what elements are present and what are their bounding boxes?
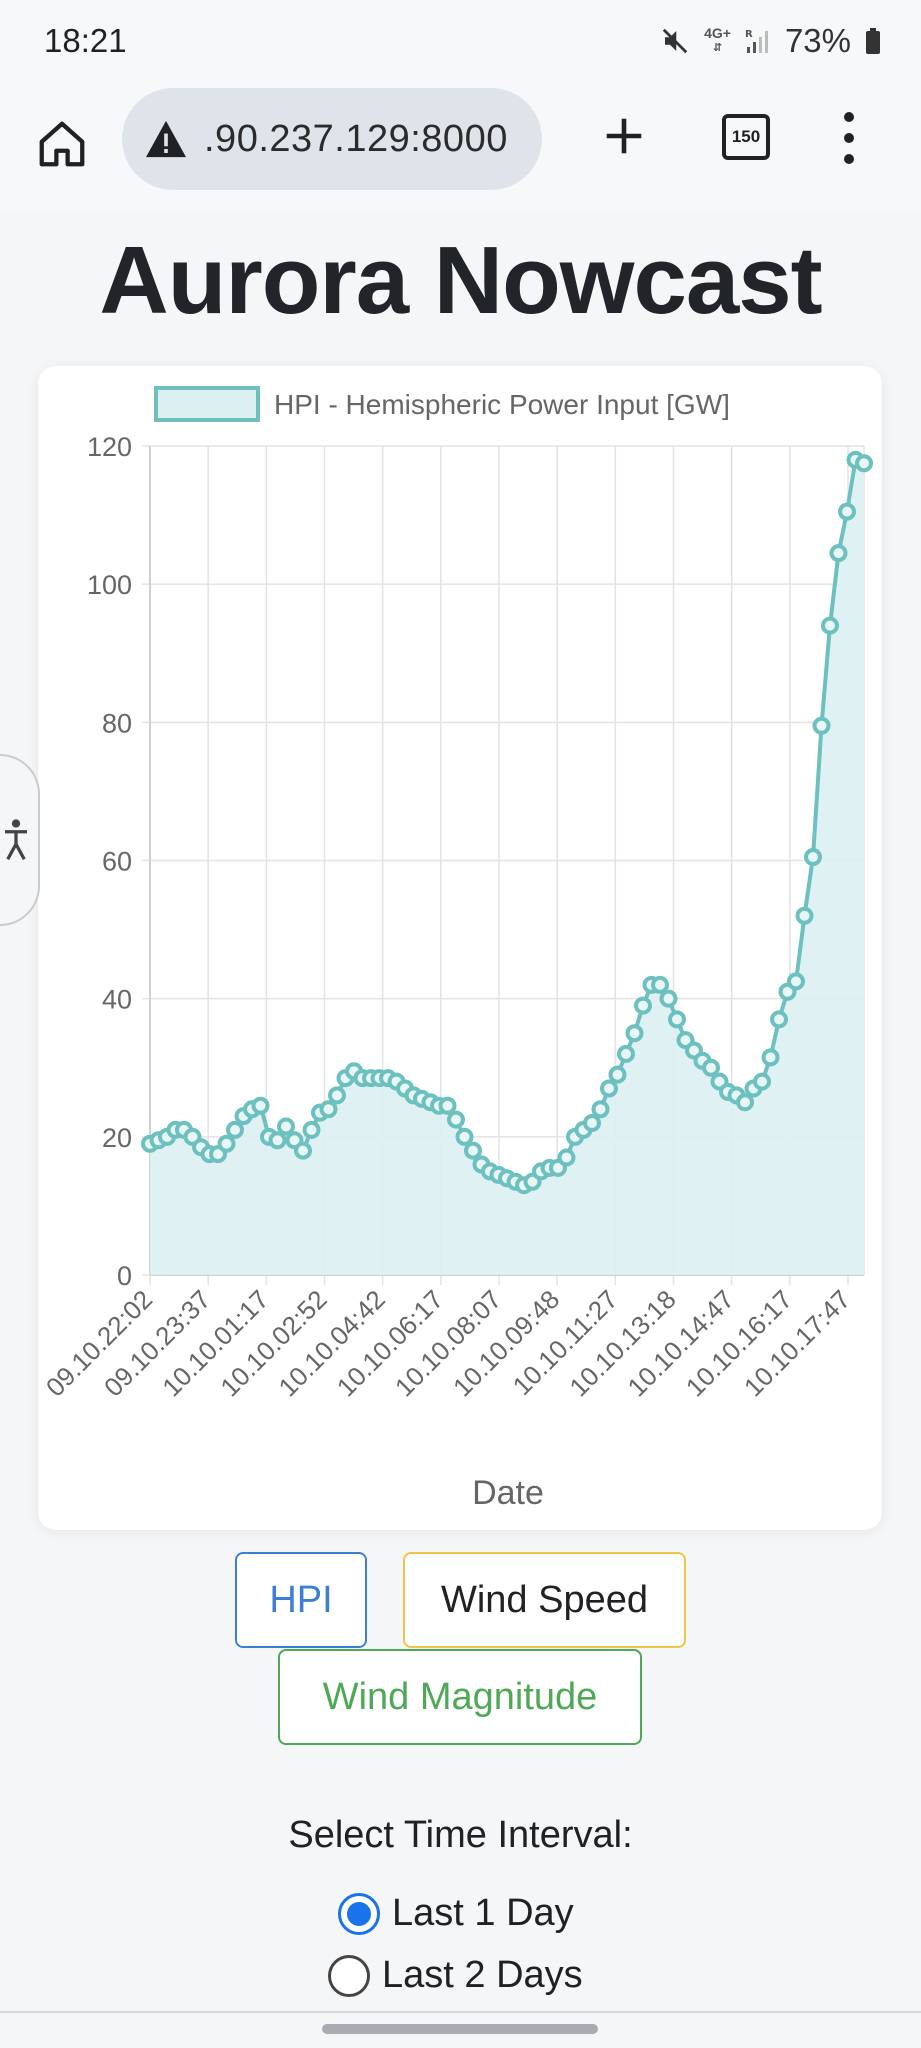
radio-label: Last 2 Days <box>382 1954 583 1996</box>
home-icon <box>39 121 85 167</box>
y-tick-label: 40 <box>102 985 132 1015</box>
page-title: Aurora Nowcast <box>99 227 822 334</box>
tab-count: 150 <box>731 127 761 146</box>
data-point <box>838 502 856 521</box>
network-type: 4G+ <box>704 25 731 41</box>
data-point <box>821 616 839 635</box>
chart-card: 0 20 40 60 80 100 120 09.10.22:02 09.10.23:37 10.… <box>38 366 882 1530</box>
data-point <box>600 1079 618 1098</box>
data-point <box>251 1096 270 1115</box>
battery-icon <box>866 28 880 54</box>
roaming-letter: R <box>745 29 753 40</box>
series-area <box>150 459 864 1275</box>
data-point <box>268 1131 287 1150</box>
data-point <box>617 1044 635 1063</box>
radio-button[interactable] <box>328 1954 370 1997</box>
data-point <box>855 454 873 473</box>
data-point <box>302 1120 321 1139</box>
data-point <box>319 1100 338 1119</box>
data-point <box>795 906 814 925</box>
data-point <box>447 1110 465 1129</box>
y-tick-label: 20 <box>102 1123 132 1153</box>
legend-swatch <box>154 386 260 422</box>
hpi-button[interactable]: HPI <box>235 1552 367 1648</box>
y-tick-label: 120 <box>87 432 132 462</box>
data-point <box>217 1134 236 1153</box>
data-point <box>770 1010 788 1029</box>
radio-button-checked[interactable] <box>338 1892 380 1935</box>
battery-percent: 73% <box>784 22 851 59</box>
data-point <box>651 975 669 994</box>
mute-icon <box>662 28 688 54</box>
data-point <box>464 1141 482 1160</box>
gesture-handle[interactable] <box>322 2024 598 2034</box>
radio-label: Last 1 Day <box>392 1892 574 1934</box>
wind-magnitude-button[interactable]: Wind Magnitude <box>278 1649 642 1745</box>
data-point <box>226 1120 244 1139</box>
new-tab-button[interactable] <box>594 106 654 166</box>
radio-last-1-day[interactable]: Last 1 Day <box>338 1892 574 1935</box>
accessibility-tab[interactable] <box>0 754 40 926</box>
data-point <box>591 1100 610 1119</box>
hpi-chart: 02040608010012009.10.22:0209.10.23:3710.… <box>40 386 873 1512</box>
browser-toolbar: .90.237.129:8000 150 <box>0 84 921 212</box>
y-tick-label: 60 <box>102 847 132 877</box>
status-icons: 4G+ ⇵ R 73% <box>660 22 881 60</box>
legend-label: HPI - Hemispheric Power Input [GW] <box>274 389 730 420</box>
data-point <box>438 1096 457 1115</box>
y-tick-label: 80 <box>102 708 132 738</box>
x-axis-title: Date <box>472 1474 544 1512</box>
address-bar[interactable]: .90.237.129:8000 <box>122 88 542 190</box>
accessibility-icon <box>5 819 27 861</box>
data-point <box>812 716 831 735</box>
home-button[interactable] <box>30 112 94 176</box>
more-vert-icon[interactable] <box>836 106 862 170</box>
status-bar: 18:21 4G+ ⇵ R 73% <box>0 0 921 84</box>
data-point <box>583 1114 601 1133</box>
data-point <box>787 972 805 991</box>
plus-icon <box>606 118 642 154</box>
data-point <box>804 848 822 867</box>
data-point <box>761 1048 780 1067</box>
data-point <box>277 1117 295 1136</box>
tab-switcher-button[interactable]: 150 <box>722 114 770 160</box>
data-point <box>702 1058 720 1077</box>
status-time: 18:21 <box>44 22 127 59</box>
url-text: .90.237.129:8000 <box>204 117 508 160</box>
y-tick-label: 100 <box>87 570 132 600</box>
interval-label: Select Time Interval: <box>288 1814 633 1856</box>
signal-icon: R <box>745 29 768 53</box>
data-point <box>625 1024 644 1043</box>
data-point <box>829 544 848 563</box>
warning-icon[interactable] <box>144 119 188 159</box>
wind-speed-button[interactable]: Wind Speed <box>403 1552 686 1648</box>
y-tick-label: 0 <box>117 1261 132 1291</box>
data-point <box>294 1141 312 1160</box>
data-point <box>608 1065 627 1084</box>
data-point <box>455 1127 474 1146</box>
network-indicator: 4G+ ⇵ <box>704 25 731 55</box>
data-point <box>736 1093 754 1112</box>
divider <box>0 2011 921 2013</box>
data-point <box>634 996 652 1015</box>
data-point <box>659 989 678 1008</box>
radio-last-2-days[interactable]: Last 2 Days <box>328 1954 583 1997</box>
data-point <box>668 1010 686 1029</box>
data-point <box>753 1072 771 1091</box>
data-point <box>557 1148 576 1167</box>
data-point <box>328 1086 346 1105</box>
